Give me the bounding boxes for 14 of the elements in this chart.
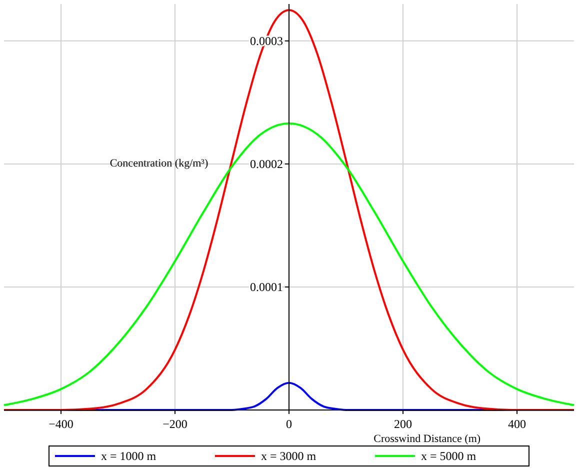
x-tick-label: −200 xyxy=(162,417,188,431)
x-tick-label: −400 xyxy=(48,417,74,431)
y-axis-title: Concentration (kg/m³) xyxy=(110,157,208,170)
x-tick-label: 200 xyxy=(394,417,412,431)
line-series xyxy=(3,122,575,406)
x-tick-label: 0 xyxy=(286,417,292,431)
legend-label: x = 5000 m xyxy=(421,449,477,463)
legend-label: x = 1000 m xyxy=(101,449,157,463)
x-axis-title: Crosswind Distance (m) xyxy=(374,433,481,445)
y-tick-label: 0.0001 xyxy=(250,280,283,294)
y-tick-label: 0.0002 xyxy=(250,156,283,171)
line-series xyxy=(3,9,575,411)
x-tick-label: 400 xyxy=(508,417,526,431)
legend-label: x = 3000 m xyxy=(261,449,317,463)
